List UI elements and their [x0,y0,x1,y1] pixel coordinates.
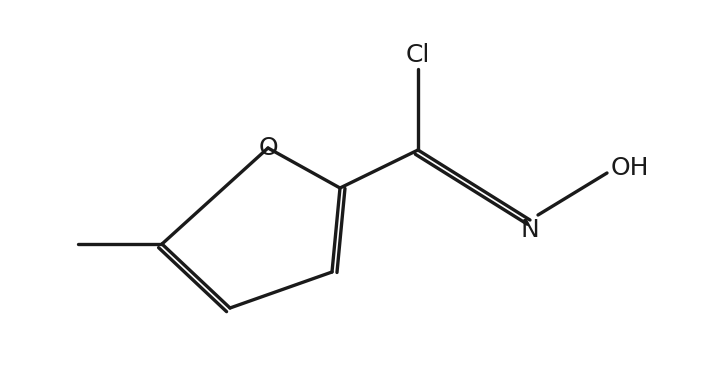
Text: N: N [520,218,540,242]
Text: Cl: Cl [406,43,430,67]
Text: O: O [258,136,278,160]
Text: OH: OH [611,156,649,180]
